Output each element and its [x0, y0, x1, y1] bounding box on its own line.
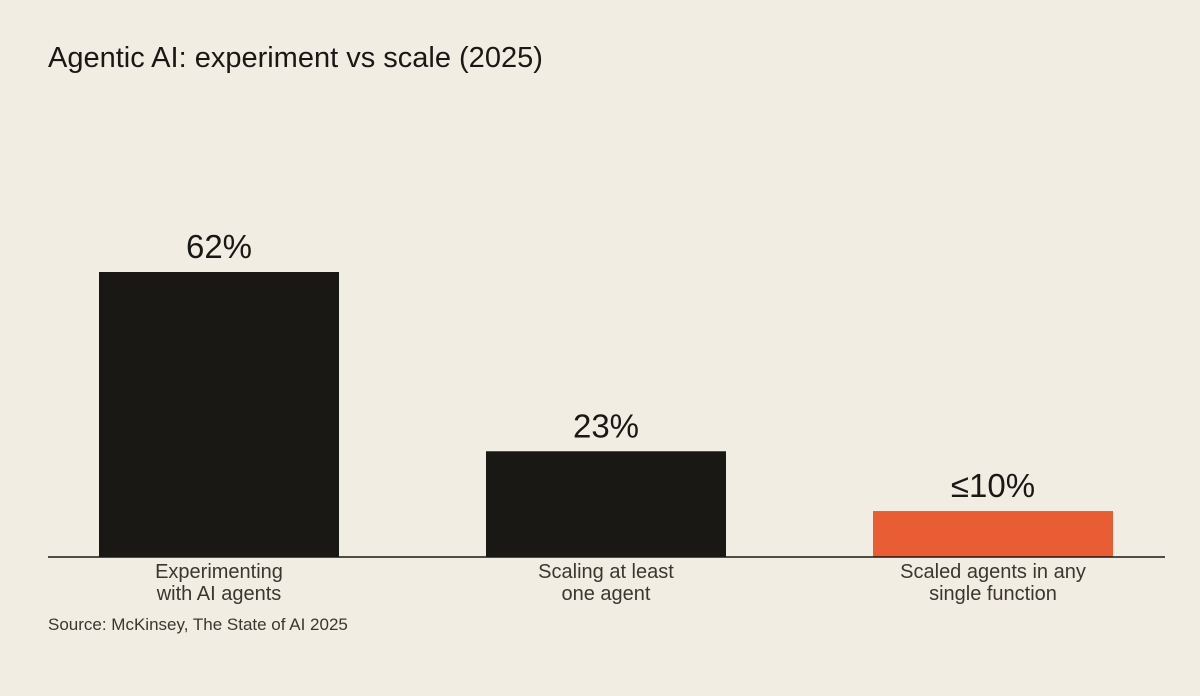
chart-title: Agentic AI: experiment vs scale (2025) — [48, 42, 543, 74]
category-label-line: single function — [929, 583, 1057, 605]
category-label-line: with AI agents — [156, 583, 282, 605]
category-label-line: Scaling at least — [538, 561, 674, 583]
category-label-2: Scaling at least one agent — [538, 561, 674, 605]
category-label-1: Experimenting with AI agents — [155, 561, 283, 605]
bar-3 — [873, 511, 1113, 557]
category-label-line: one agent — [562, 583, 651, 605]
bar-1 — [99, 272, 339, 557]
bars-group — [99, 272, 1113, 557]
value-labels-group: 62% 23% ≤10% — [186, 228, 1035, 504]
bar-2 — [486, 451, 726, 557]
category-label-line: Scaled agents in any — [900, 561, 1086, 583]
source-note: Source: McKinsey, The State of AI 2025 — [48, 615, 348, 634]
category-label-line: Experimenting — [155, 561, 283, 583]
category-labels-group: Experimenting with AI agents Scaling at le… — [155, 561, 1086, 605]
value-label-1: 62% — [186, 228, 252, 265]
category-label-3: Scaled agents in any single function — [900, 561, 1086, 605]
value-label-2: 23% — [573, 407, 639, 444]
value-label-3: ≤10% — [951, 467, 1035, 504]
